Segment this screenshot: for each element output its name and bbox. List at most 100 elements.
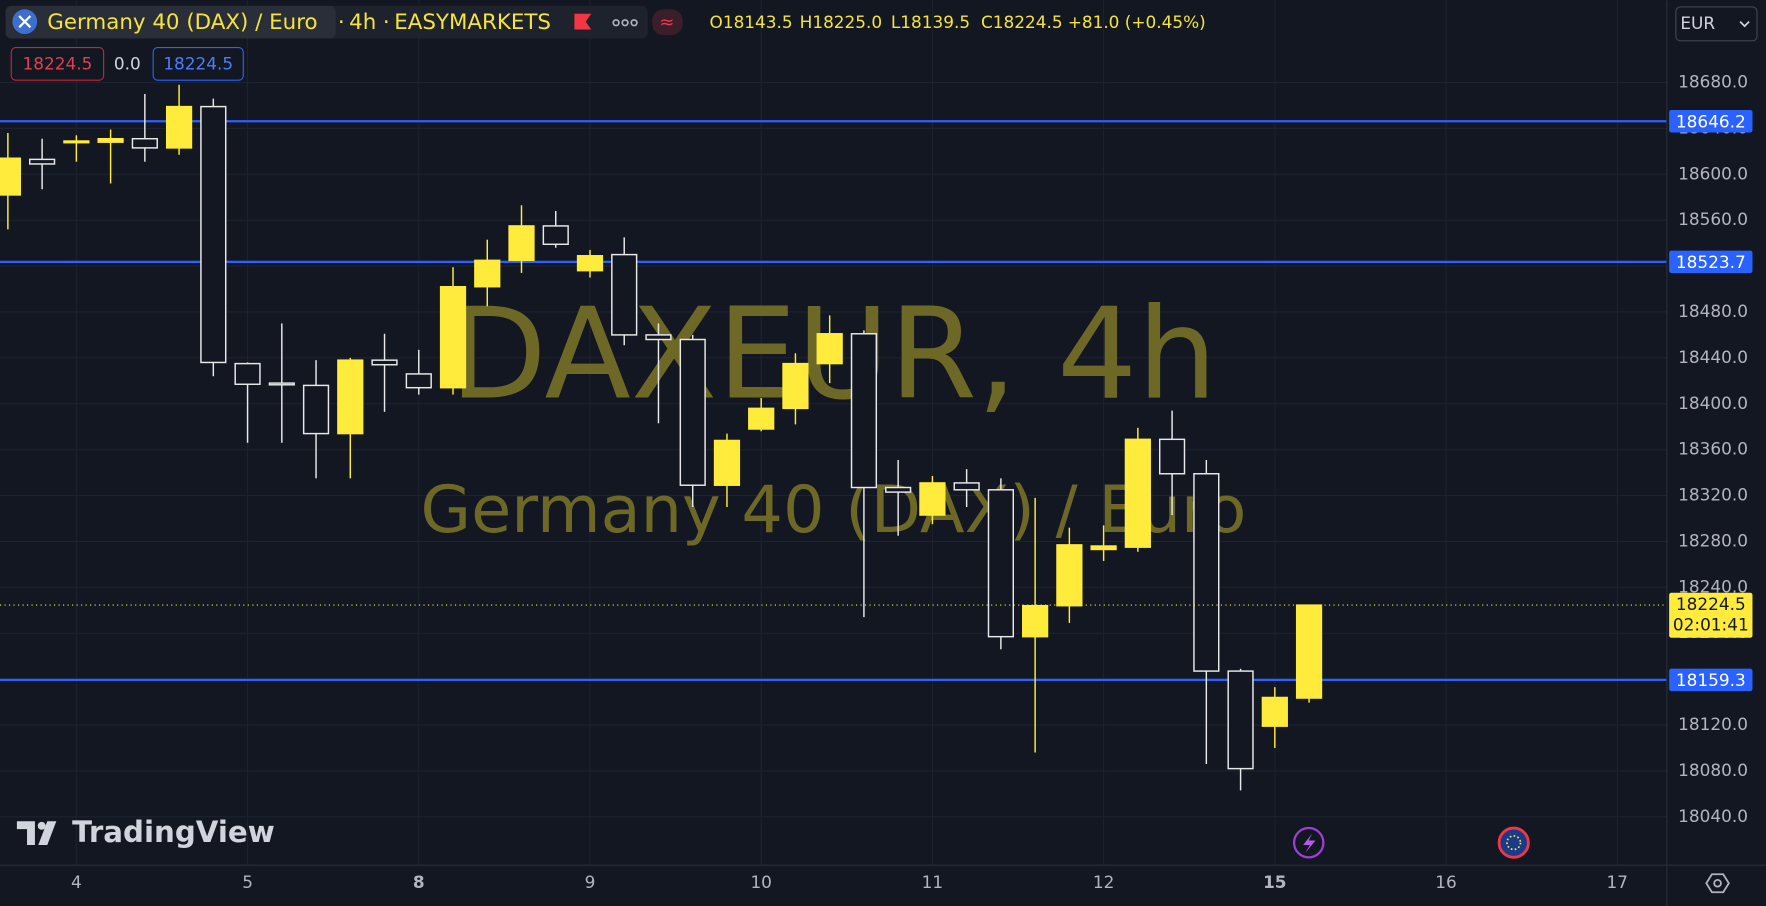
plot (0, 84, 1667, 791)
legend-open: O18143.5 (710, 12, 793, 32)
grid (0, 0, 1667, 866)
candle-body (713, 439, 741, 486)
candle-body (1124, 438, 1151, 548)
x-tick-label: 11 (922, 872, 943, 892)
y-tick-label: 18680.0 (1678, 72, 1748, 92)
more-icon[interactable] (612, 19, 638, 27)
eu-stars (1506, 835, 1522, 851)
watermark-subtitle: Germany 40 (DAX) / Euro (420, 472, 1246, 548)
y-tick-label: 18320.0 (1678, 485, 1748, 505)
price-label-box (1669, 250, 1753, 274)
candle-body (1158, 438, 1186, 475)
candle-body (131, 137, 158, 149)
x-tick-label: 4 (71, 872, 82, 892)
price-label-box (1669, 668, 1753, 692)
candle-body (782, 362, 809, 410)
candle-body (1090, 545, 1117, 551)
candle-body (337, 359, 364, 435)
candle-body (474, 259, 501, 288)
bid: 18224.5 (23, 53, 93, 73)
price-label: 18523.7 (1676, 252, 1746, 272)
candle-body (987, 489, 1015, 638)
interval[interactable]: 4h (349, 10, 376, 35)
x-tick-label: 12 (1093, 872, 1114, 892)
x-tick-label: 9 (585, 872, 596, 892)
price-label-box (1669, 110, 1753, 133)
candle-body (439, 285, 467, 389)
y-tick-label: 18240.0 (1678, 576, 1748, 596)
settings-icon[interactable] (1705, 873, 1730, 894)
candle-body (63, 140, 90, 144)
y-tick-label: 18280.0 (1678, 530, 1748, 550)
candle-body (816, 333, 843, 365)
candle-body (1022, 604, 1049, 638)
x-tick-label: 16 (1435, 872, 1456, 892)
separator: · (383, 10, 390, 35)
buy-button[interactable] (152, 46, 244, 81)
candle-body (508, 225, 535, 262)
y-tick-label: 18600.0 (1678, 163, 1748, 183)
separator: · (338, 10, 345, 35)
candle-body (97, 137, 124, 143)
event-icon[interactable] (1292, 826, 1325, 859)
candle-body (1193, 473, 1220, 672)
last-price: 18224.5 (1676, 594, 1746, 614)
ask: 18224.5 (163, 53, 233, 73)
candle-body (302, 384, 330, 435)
legend-close: C18224.5 (981, 12, 1063, 32)
candle-body (542, 225, 569, 246)
y-tick-label: 18120.0 (1678, 714, 1748, 734)
currency-select[interactable] (1675, 6, 1758, 42)
candle-body (919, 482, 946, 516)
sell-button[interactable] (10, 46, 105, 81)
y-tick-label: 18360.0 (1678, 439, 1748, 459)
candle-body (645, 334, 672, 341)
exchange: EASYMARKETS (394, 10, 551, 35)
candle-body (850, 333, 878, 489)
legend-low: L18139.5 (891, 12, 970, 32)
event-icon-bolt (1303, 833, 1316, 853)
candle-body (165, 105, 193, 149)
candle-body (1056, 544, 1083, 607)
price-label: 18646.2 (1676, 111, 1746, 131)
market-flag (574, 13, 592, 30)
candle-body (885, 486, 912, 493)
y-tick-label: 18560.0 (1678, 209, 1748, 229)
x-tick-label: 5 (242, 872, 253, 892)
candle-body (1261, 696, 1288, 727)
symbol-highlight (5, 5, 336, 39)
y-tick-label: 18400.0 (1678, 393, 1748, 413)
economic-event-icon[interactable] (1497, 826, 1530, 859)
countdown: 02:01:41 (1673, 614, 1749, 634)
x-tick-label: 10 (750, 872, 771, 892)
tradingview-logo (16, 821, 57, 845)
spread: 0.0 (114, 53, 141, 73)
currency: EUR (1680, 13, 1715, 33)
candle-body (200, 105, 227, 364)
price-label: 18159.3 (1676, 670, 1746, 690)
compare-icon: ≈ (659, 12, 674, 33)
candle-body (611, 253, 638, 336)
last-price-box (1669, 592, 1753, 638)
y-tick-label: 18040.0 (1678, 806, 1748, 826)
candle-body (1227, 670, 1254, 770)
candle-body (576, 255, 604, 272)
candle-body (268, 382, 295, 386)
price-labels: 18646.2 18523.7 18159.3 18224.502:01:41 (1669, 110, 1753, 692)
x-tick-label: 8 (413, 872, 425, 892)
compare-pill[interactable] (652, 9, 683, 36)
y-tick-label: 18080.0 (1678, 760, 1748, 780)
candle-body (748, 407, 775, 430)
candle-body (371, 359, 398, 366)
chevron (1739, 21, 1750, 28)
x-tick-label: 17 (1606, 872, 1627, 892)
logo-text: TradingView (72, 815, 275, 849)
candle-body (679, 338, 706, 486)
candle-body (1295, 604, 1323, 699)
y-tick-label: 18480.0 (1678, 301, 1748, 321)
symbol-icon-x (18, 15, 32, 29)
y-tick-label: 18440.0 (1678, 347, 1748, 367)
symbol-name[interactable]: Germany 40 (DAX) / Euro (47, 10, 317, 35)
